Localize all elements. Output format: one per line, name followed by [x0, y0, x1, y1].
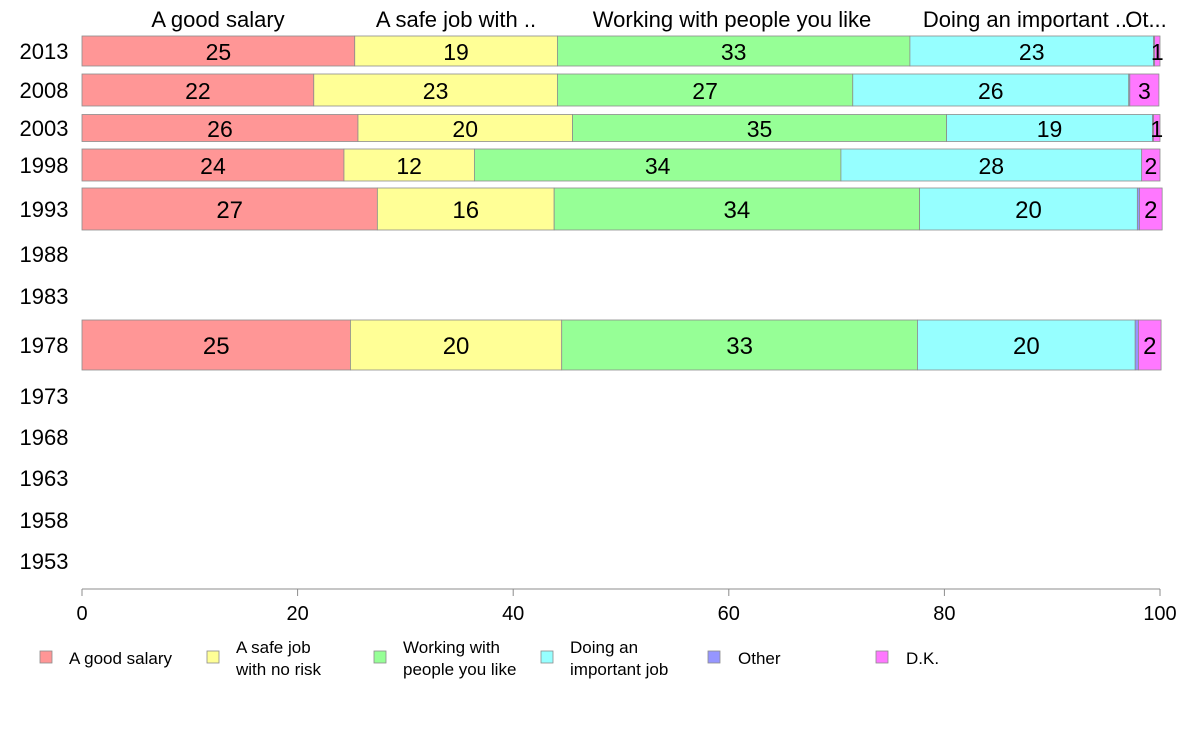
data-label-2003-3: 19: [1037, 116, 1063, 142]
data-label-2003-1: 20: [452, 116, 478, 142]
legend-label-5: D.K.: [906, 649, 939, 668]
data-label-2008-2: 27: [692, 78, 718, 104]
year-label-1963: 1963: [20, 466, 69, 491]
year-labels: 2013 2008 2003 1998 1993 1988 1983 1978 1973 1968…: [20, 39, 69, 574]
data-label-1998-1: 12: [396, 153, 422, 179]
year-label-2008: 2008: [20, 78, 69, 103]
legend-label-2-line1: Working with: [403, 638, 500, 657]
bar-segment-1993-3: [919, 187, 1138, 231]
bar-segment-2013-5: [1154, 35, 1161, 67]
bar-segment-1993-1: [376, 187, 555, 231]
series-header-3: Doing an important ...: [923, 7, 1133, 32]
bar-segment-2013-2: [556, 35, 911, 67]
data-label-1993-0: 27: [216, 197, 243, 224]
x-tick-label-5: 100: [1143, 603, 1176, 625]
data-label-2003-0: 26: [207, 116, 233, 142]
data-label-1993-2: 34: [724, 197, 751, 224]
year-label-1968: 1968: [20, 425, 69, 450]
x-tick-label-4: 80: [933, 603, 955, 625]
bars: 25 19 33 23 122 23 27 26 326 20 35 19 124 12 34 28 227 16…: [81, 35, 1164, 371]
series-header-2: Working with people you like: [593, 7, 871, 32]
legend-swatch-2: [373, 650, 387, 664]
legend: A good salary A safe job with no risk Worki…: [39, 638, 939, 679]
data-label-2008-3: 26: [978, 78, 1004, 104]
bar-segment-1978-1: [350, 319, 563, 371]
bar-segment-2008-2: [556, 73, 854, 107]
year-label-1983: 1983: [20, 284, 69, 309]
legend-label-3-line1: Doing an: [570, 638, 638, 657]
bar-segment-1978-0: [81, 319, 351, 371]
data-label-1993-1: 16: [452, 197, 479, 224]
bar-segment-2008-3: [852, 73, 1130, 107]
year-label-1958: 1958: [20, 508, 69, 533]
data-label-1978-5: 2: [1143, 333, 1156, 360]
bar-segment-2008-5: [1129, 73, 1160, 107]
bar-segment-2013-0: [81, 35, 356, 67]
data-label-1998-3: 28: [978, 153, 1004, 179]
series-headers: A good salary A safe job with .. Working w…: [151, 7, 1166, 32]
bar-segment-2003-3: [946, 114, 1153, 142]
legend-label-3-line2: important job: [570, 660, 668, 679]
data-label-2008-5: 3: [1138, 78, 1151, 104]
bar-segment-2013-1: [354, 35, 558, 67]
legend-swatch-1: [206, 650, 220, 664]
bar-segment-2003-1: [357, 114, 573, 142]
year-label-1998: 1998: [20, 153, 69, 178]
series-header-4: Ot...: [1125, 7, 1167, 32]
year-label-1973: 1973: [20, 384, 69, 409]
legend-label-1-line1: A safe job: [236, 638, 311, 657]
year-label-1993: 1993: [20, 197, 69, 222]
x-tick-label-2: 40: [502, 603, 524, 625]
data-label-2013-5: 1: [1151, 39, 1164, 65]
bar-segment-1993-0: [81, 187, 378, 231]
data-label-1998-2: 34: [645, 153, 671, 179]
data-label-2008-1: 23: [423, 78, 449, 104]
x-axis: 0 20 40 60 80 100: [76, 588, 1177, 625]
data-label-1993-3: 20: [1015, 197, 1042, 224]
data-label-1978-2: 33: [726, 333, 753, 360]
year-label-2003: 2003: [20, 116, 69, 141]
bar-segment-2003-5: [1153, 114, 1161, 142]
x-tick-label-0: 0: [76, 603, 87, 625]
bar-segment-2013-3: [909, 35, 1154, 67]
data-label-1998-5: 2: [1144, 153, 1157, 179]
year-label-1953: 1953: [20, 549, 69, 574]
legend-label-2-line2: people you like: [403, 660, 516, 679]
series-header-1: A safe job with ..: [376, 7, 536, 32]
bar-segment-1978-5: [1138, 319, 1162, 371]
data-label-2013-2: 33: [721, 39, 747, 65]
data-label-2013-3: 23: [1019, 39, 1045, 65]
legend-swatch-0: [39, 650, 53, 664]
legend-label-1-line2: with no risk: [235, 660, 322, 679]
data-label-2013-1: 19: [443, 39, 469, 65]
bar-segment-2008-0: [81, 73, 315, 107]
data-label-2013-0: 25: [206, 39, 232, 65]
data-label-1993-5: 2: [1144, 197, 1157, 224]
legend-label-4: Other: [738, 649, 781, 668]
legend-label-0: A good salary: [69, 649, 173, 668]
data-label-2003-5: 1: [1150, 116, 1163, 142]
data-label-2008-0: 22: [185, 78, 211, 104]
legend-swatch-5: [875, 650, 889, 664]
year-label-2013: 2013: [20, 39, 69, 64]
bar-segment-1993-2: [553, 187, 921, 231]
bar-segment-1998-5: [1141, 148, 1161, 182]
data-label-1998-0: 24: [200, 153, 226, 179]
series-header-0: A good salary: [151, 7, 284, 32]
year-label-1978: 1978: [20, 333, 69, 358]
legend-swatch-4: [707, 650, 721, 664]
bar-segment-1993-5: [1139, 187, 1163, 231]
data-label-1978-1: 20: [443, 333, 470, 360]
bar-segment-1998-3: [840, 148, 1143, 182]
bar-segment-1978-4: [1134, 319, 1139, 371]
x-tick-label-3: 60: [718, 603, 740, 625]
data-label-2003-2: 35: [747, 116, 773, 142]
data-label-1978-0: 25: [203, 333, 230, 360]
legend-swatch-3: [540, 650, 554, 664]
bar-segment-2008-1: [313, 73, 558, 107]
data-label-1978-3: 20: [1013, 333, 1040, 360]
year-label-1988: 1988: [20, 242, 69, 267]
x-tick-label-1: 20: [286, 603, 308, 625]
